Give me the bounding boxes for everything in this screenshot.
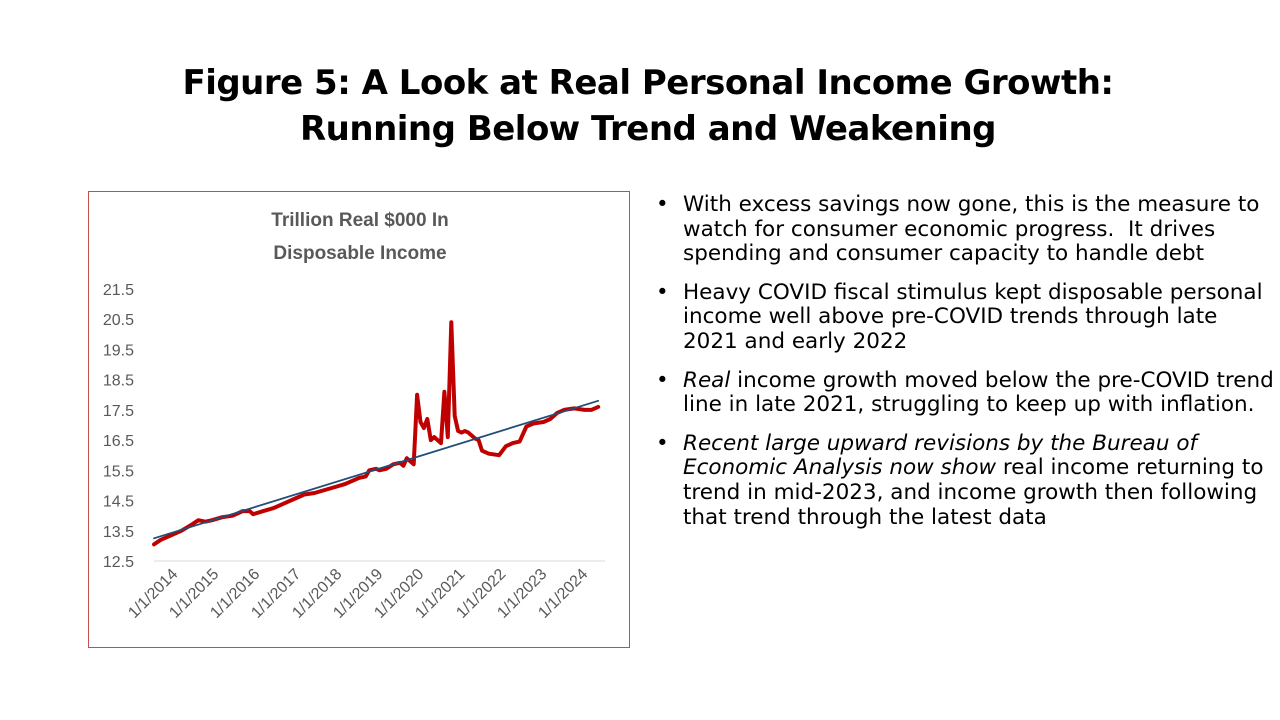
bullet-text: income growth moved below the pre-COVID … [683,367,1280,418]
y-tick-label: 18.5 [103,373,134,390]
bullet-text: real income returning to trend in mid-20… [683,455,1271,530]
income-chart-svg: Trillion Real $000 In Disposable Income … [103,210,605,622]
income-chart: Trillion Real $000 In Disposable Income … [88,191,630,648]
slide-title: Figure 5: A Look at Real Personal Income… [0,60,1280,152]
bullet-text: Real [683,367,731,393]
chart-title-line-2: Disposable Income [273,243,446,264]
trend-line [153,399,600,540]
bullet-item: Heavy COVID fiscal stimulus kept disposa… [656,279,1276,355]
bullet-text: Recent large upward revisions by the Bur… [683,430,1204,481]
y-tick-label: 15.5 [103,463,134,480]
y-tick-label: 13.5 [103,524,134,541]
y-tick-label: 19.5 [103,342,134,359]
income-series-line [152,320,601,547]
y-tick-label: 17.5 [103,403,134,420]
bullet-text: Heavy COVID fiscal stimulus kept disposa… [683,279,1270,354]
x-axis-ticks: 1/1/20141/1/20151/1/20161/1/20171/1/2018… [125,566,591,622]
series-layer [152,320,601,547]
bullet-item: Real income growth moved below the pre-C… [656,367,1276,418]
y-axis-ticks: 21.5 20.5 19.5 18.5 17.5 16.5 15.5 14.5 13.5 12.5 [103,282,134,571]
bullet-list: With excess savings now gone, this is th… [656,192,1276,544]
slide-title-line-2: Running Below Trend and Weakening [299,109,997,149]
bullet-item: Recent large upward revisions by the Bur… [656,430,1276,530]
y-tick-label: 16.5 [103,433,134,450]
chart-title-line-1: Trillion Real $000 In [271,210,448,231]
slide-title-line-1: Figure 5: A Look at Real Personal Income… [182,63,1114,103]
y-tick-label: 20.5 [103,312,134,329]
y-tick-label: 21.5 [103,282,134,299]
y-tick-label: 14.5 [103,494,134,511]
bullet-item: With excess savings now gone, this is th… [656,192,1276,267]
y-tick-label: 12.5 [103,554,134,571]
bullet-text: With excess savings now gone, this is th… [683,192,1267,267]
